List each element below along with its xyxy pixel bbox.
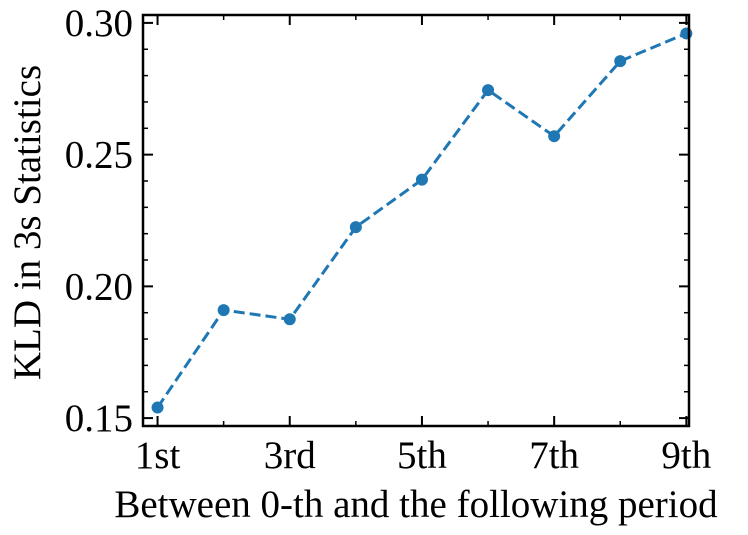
data-point [283, 313, 296, 326]
data-point [614, 55, 627, 68]
y-tick-label: 0.15 [65, 397, 133, 440]
y-axis-title: KLD in 3s Statistics [6, 65, 49, 380]
data-point [680, 27, 693, 40]
data-point [217, 304, 230, 317]
y-tick-label: 0.30 [65, 2, 133, 45]
data-point [349, 221, 362, 234]
series-line [156, 32, 687, 409]
y-tick-label: 0.25 [65, 134, 133, 177]
x-tick-label: 1st [135, 434, 181, 477]
y-tick-label: 0.20 [65, 265, 133, 308]
x-tick-label: 7th [529, 434, 579, 477]
data-point [151, 401, 164, 414]
data-point [482, 84, 495, 97]
data-point [548, 130, 561, 143]
x-axis-title: Between 0-th and the following period [114, 483, 718, 526]
data-point [415, 173, 428, 186]
plot-area-frame [141, 13, 691, 428]
data-series [151, 27, 693, 414]
tick-labels: 0.15 0.20 0.25 0.30 1st 3rd 5th 7th 9th [65, 2, 712, 477]
x-tick-label: 5th [397, 434, 447, 477]
x-tick-label: 3rd [264, 434, 316, 477]
x-tick-label: 9th [661, 434, 711, 477]
